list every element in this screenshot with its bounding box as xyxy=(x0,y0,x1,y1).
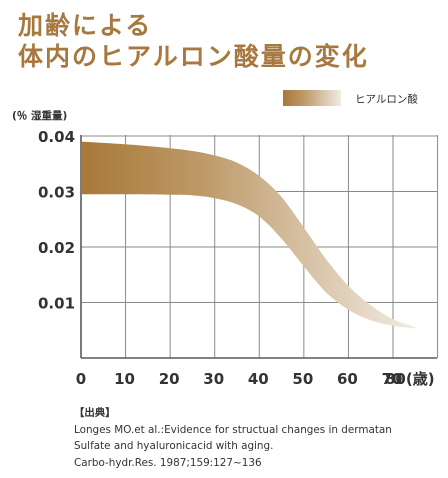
x-tick-label: 70 xyxy=(382,370,403,388)
source-heading: 【出典】 xyxy=(74,407,116,419)
x-tick-label: 0 xyxy=(76,370,86,388)
x-tick-label: 40 xyxy=(248,370,269,388)
x-tick-label: 50 xyxy=(292,370,313,388)
chart-title: 加齢による 体内のヒアルロン酸量の変化 xyxy=(18,10,369,72)
legend-label: ヒアルロン酸 xyxy=(355,93,418,106)
legend: ヒアルロン酸 xyxy=(283,90,418,106)
x-tick-label: 60 xyxy=(337,370,358,388)
y-tick-label: 0.04 xyxy=(38,128,75,146)
source-line-2: Sulfate and hyaluronicacid with aging. xyxy=(74,440,274,452)
source-line-3: Carbo-hydr.Res. 1987;159:127~136 xyxy=(74,456,262,469)
y-tick-label: 0.02 xyxy=(38,239,75,257)
y-tick-label: 0.03 xyxy=(38,184,75,202)
legend-swatch xyxy=(283,90,341,106)
data-band xyxy=(81,141,416,329)
title-line-1: 加齢による xyxy=(18,11,153,40)
source-citation: 【出典】 Longes MO.et al.:Evidence for struc… xyxy=(74,405,392,471)
y-tick-labels: 0.01 0.02 0.03 0.04 xyxy=(38,128,75,313)
x-tick-label: 20 xyxy=(159,370,180,388)
y-axis-label: (％ 湿重量) xyxy=(12,109,67,122)
x-tick-label: 30 xyxy=(203,370,224,388)
y-tick-label: 0.01 xyxy=(38,295,75,313)
source-line-1: Longes MO.et al.:Evidence for structual … xyxy=(74,423,392,436)
title-line-2: 体内のヒアルロン酸量の変化 xyxy=(18,42,369,71)
x-tick-label: 10 xyxy=(114,370,135,388)
x-tick-label: 80(歳) xyxy=(385,370,435,388)
hyaluronic-acid-band xyxy=(81,141,416,329)
